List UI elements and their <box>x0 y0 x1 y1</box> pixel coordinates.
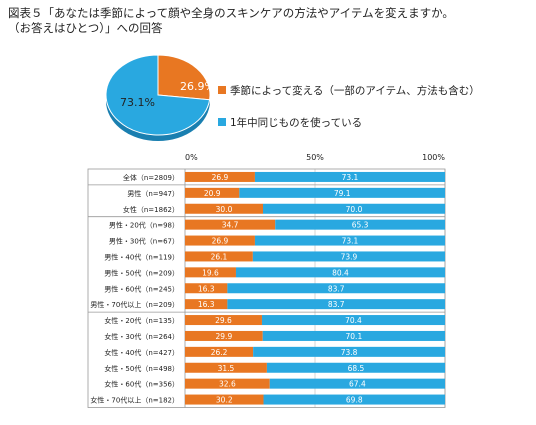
title-line-1: 図表５「あなたは季節によって顔や全身のスキンケアの方法やアイテムを変えますか。 <box>8 6 454 20</box>
category-label: 女性・40代（n=427） <box>104 348 179 357</box>
pie-label-same: 73.1% <box>120 96 155 109</box>
data-label-same: 73.9 <box>341 252 358 261</box>
bar-change <box>185 267 236 278</box>
data-label-change: 26.9 <box>212 173 229 182</box>
bar-same <box>227 299 445 310</box>
legend-label-same: 1年中同じものを使っている <box>230 116 362 129</box>
category-label: 全体（n=2809） <box>123 173 179 182</box>
data-label-same: 70.4 <box>345 316 362 325</box>
bar-change <box>185 235 255 246</box>
data-label-change: 31.5 <box>218 364 235 373</box>
data-label-same: 79.1 <box>334 189 351 198</box>
data-label-change: 26.9 <box>212 237 229 246</box>
bar-same <box>235 267 445 278</box>
bar-change <box>185 203 263 214</box>
data-label-same: 70.0 <box>346 205 363 214</box>
data-label-change: 29.6 <box>215 316 232 325</box>
legend-label-change: 季節によって変える（一部のアイテム、方法も含む） <box>230 84 480 97</box>
data-label-same: 83.7 <box>328 284 345 293</box>
data-label-change: 16.3 <box>198 300 215 309</box>
data-label-same: 73.8 <box>341 348 358 357</box>
bar-change <box>185 219 276 230</box>
bar-same <box>227 283 445 294</box>
data-label-change: 19.6 <box>202 268 219 277</box>
data-label-change: 30.0 <box>216 205 233 214</box>
title-line-2: （お答えはひとつ）」への回答 <box>8 21 163 35</box>
bar-change <box>185 187 240 198</box>
bar-change <box>185 330 263 341</box>
bar-same <box>263 394 445 405</box>
bar-change <box>185 251 253 262</box>
data-label-same: 80.4 <box>332 268 349 277</box>
data-label-change: 16.3 <box>198 284 215 293</box>
chart-title: 図表５「あなたは季節によって顔や全身のスキンケアの方法やアイテムを変えますか。 … <box>8 6 454 36</box>
category-label: 女性・20代（n=135） <box>104 316 179 325</box>
data-label-change: 26.1 <box>211 252 228 261</box>
bar-change <box>185 171 255 182</box>
bar-change <box>185 315 262 326</box>
pie-slice <box>157 54 211 101</box>
data-label-same: 73.1 <box>342 173 359 182</box>
bar-change <box>185 378 270 389</box>
category-label: 男性・50代（n=209） <box>104 268 179 277</box>
category-label: 男性・40代（n=119） <box>104 252 179 261</box>
bar-same <box>253 346 445 357</box>
category-label: 女性・60代（n=356） <box>104 380 179 389</box>
x-tick-label: 0% <box>185 153 198 162</box>
category-label: 女性（n=1862） <box>123 205 179 214</box>
data-label-change: 30.2 <box>216 396 233 405</box>
category-label: 女性・30代（n=264） <box>104 332 179 341</box>
bar-same <box>263 203 445 214</box>
category-label: 男性・70代以上（n=209） <box>90 300 179 309</box>
bar-change <box>185 362 267 373</box>
category-label: 女性・50代（n=498） <box>104 364 179 373</box>
bar-same <box>239 187 445 198</box>
bar-same <box>254 171 445 182</box>
category-label: 男性（n=947） <box>127 189 179 198</box>
legend-swatch-change <box>218 86 226 94</box>
bar-chart: 0% 50% 100% 26.9 73.1 全体（n=2809） 20.9 79.1 男性（n=… <box>87 153 446 408</box>
data-label-change: 32.6 <box>219 380 236 389</box>
bar-same <box>261 315 445 326</box>
data-label-same: 73.1 <box>342 237 359 246</box>
bar-change <box>185 346 254 357</box>
legend: 季節によって変える（一部のアイテム、方法も含む） 1年中同じものを使っている <box>218 84 480 129</box>
x-tick-label: 100% <box>422 153 445 162</box>
category-label: 男性・30代（n=67） <box>109 237 179 246</box>
bar-change <box>185 283 228 294</box>
bar-same <box>266 362 445 373</box>
category-label: 女性・70代以上（n=182） <box>90 396 179 405</box>
data-label-same: 83.7 <box>328 300 345 309</box>
bar-same <box>254 235 445 246</box>
bar-same <box>252 251 445 262</box>
legend-swatch-same <box>218 118 226 126</box>
pie-label-change: 26.9% <box>180 80 215 93</box>
data-label-same: 67.4 <box>349 380 366 389</box>
data-label-same: 69.8 <box>346 396 363 405</box>
data-label-change: 26.2 <box>211 348 228 357</box>
data-label-change: 34.7 <box>222 221 239 230</box>
data-label-same: 65.3 <box>352 221 369 230</box>
bar-same <box>262 330 445 341</box>
category-label: 男性・60代（n=245） <box>104 284 179 293</box>
data-label-same: 68.5 <box>348 364 365 373</box>
bar-change <box>185 394 264 405</box>
pie-slice <box>105 54 211 136</box>
bar-change <box>185 299 228 310</box>
data-label-change: 29.9 <box>216 332 233 341</box>
category-label: 男性・20代（n=98） <box>109 221 179 230</box>
bar-same <box>269 378 445 389</box>
bar-same <box>275 219 445 230</box>
pie-chart: 26.9% 73.1% <box>105 54 215 141</box>
data-label-change: 20.9 <box>204 189 221 198</box>
x-tick-label: 50% <box>306 153 324 162</box>
data-label-same: 70.1 <box>346 332 363 341</box>
